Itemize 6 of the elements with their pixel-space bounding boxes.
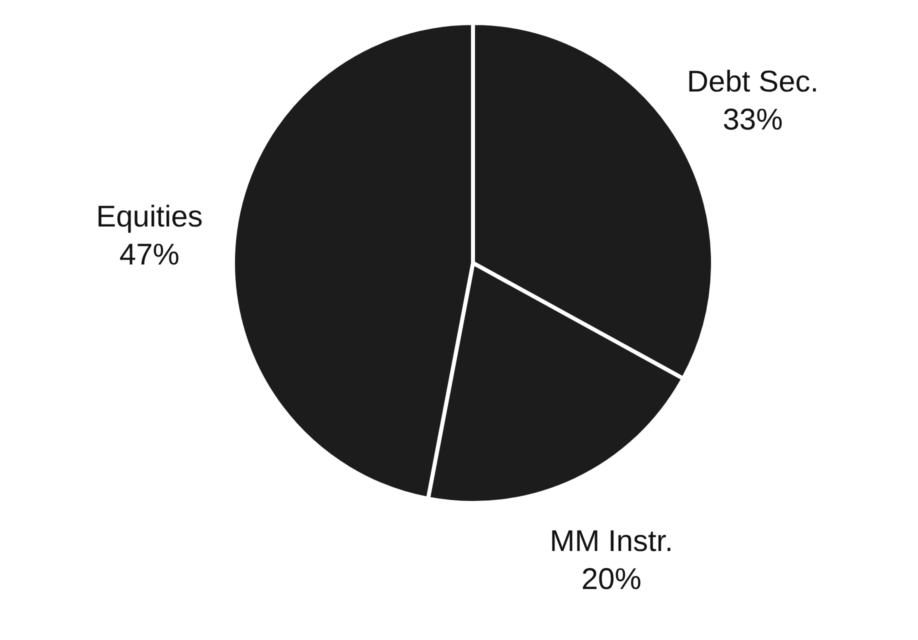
slice-label: Equities (96, 200, 203, 234)
data-label: 20% (581, 563, 642, 596)
data-label: 47% (119, 238, 180, 272)
data-label: 33% (722, 104, 783, 137)
slice-label: MM Instr. (550, 525, 674, 558)
slice-label: Debt Sec. (686, 66, 819, 99)
